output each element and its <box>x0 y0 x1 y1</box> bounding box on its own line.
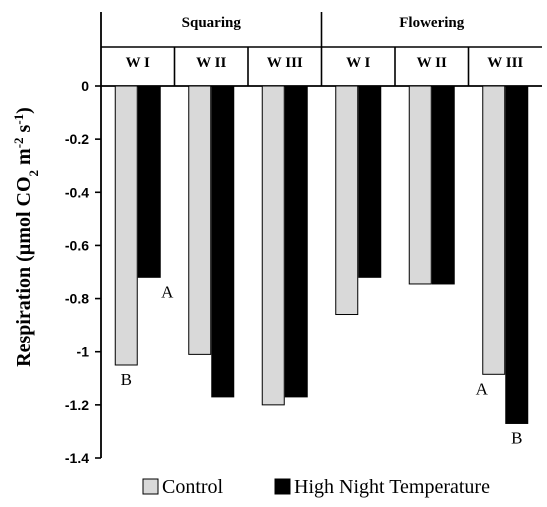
legend-swatch <box>274 478 291 495</box>
y-tick-label: -0.2 <box>65 131 89 147</box>
bar-high-night-temperature <box>137 85 161 278</box>
significance-label: A <box>476 379 489 398</box>
y-axis-title: Respiration (µmol CO2 m-2 s-1) <box>11 107 41 367</box>
legend-label: High Night Temperature <box>294 476 490 498</box>
legend: Control High Night Temperature <box>142 476 490 498</box>
svg-text:Respiration (µmol CO2 m-2 s-1): Respiration (µmol CO2 m-2 s-1) <box>11 107 41 367</box>
y-tick-label: -1.2 <box>65 397 89 413</box>
category-label: W I <box>126 55 150 71</box>
bar-high-night-temperature <box>505 85 529 424</box>
y-tick-label: -1.4 <box>65 450 89 466</box>
bar-control <box>335 85 359 316</box>
significance-label: A <box>161 282 174 301</box>
category-label: W III <box>267 55 303 71</box>
bar-high-night-temperature <box>211 85 235 398</box>
bar-control <box>261 85 285 406</box>
y-tick-label: -1 <box>77 344 90 360</box>
significance-label: B <box>511 428 522 447</box>
bar-high-night-temperature <box>284 85 308 398</box>
legend-swatch <box>142 478 159 495</box>
bar-high-night-temperature <box>358 85 382 278</box>
category-label: W I <box>346 55 370 71</box>
y-tick-label: 0 <box>81 78 89 94</box>
legend-label: Control <box>162 476 224 498</box>
bar-control <box>114 85 138 366</box>
category-label: W II <box>417 55 447 71</box>
y-tick-label: -0.8 <box>65 291 89 307</box>
bar-control <box>482 85 506 375</box>
bar-control <box>408 85 432 285</box>
group-label: Flowering <box>399 15 464 31</box>
category-label: W II <box>196 55 226 71</box>
y-tick-label: -0.6 <box>65 237 89 253</box>
significance-label: B <box>121 370 132 389</box>
bar-high-night-temperature <box>431 85 455 285</box>
bar-control <box>188 85 212 355</box>
y-tick-label: -0.4 <box>65 184 89 200</box>
group-label: Squaring <box>182 15 242 31</box>
category-label: W III <box>487 55 523 71</box>
